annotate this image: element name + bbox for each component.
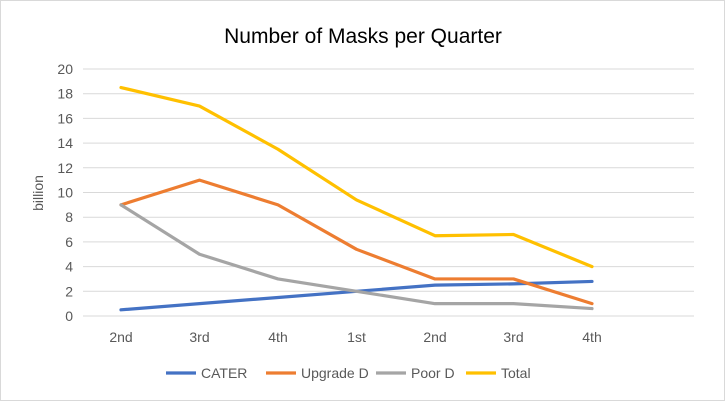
- x-tick-label: 3rd: [189, 329, 209, 345]
- y-tick-label: 8: [65, 209, 73, 225]
- series-line-total: [121, 88, 592, 267]
- y-tick-label: 20: [57, 61, 73, 77]
- y-tick-label: 16: [57, 110, 73, 126]
- y-tick-label: 0: [65, 308, 73, 324]
- x-tick-label: 1st: [347, 329, 366, 345]
- x-tick-label: 2nd: [109, 329, 132, 345]
- y-tick-label: 4: [65, 259, 73, 275]
- x-tick-label: 4th: [582, 329, 601, 345]
- legend-label: Upgrade D: [301, 365, 369, 381]
- y-tick-label: 6: [65, 234, 73, 250]
- x-tick-label: 3rd: [503, 329, 523, 345]
- y-tick-label: 10: [57, 185, 73, 201]
- chart-title: Number of Masks per Quarter: [224, 25, 502, 48]
- legend-item: Upgrade D: [266, 365, 369, 381]
- x-tick-label: 4th: [268, 329, 287, 345]
- legend-label: CATER: [201, 365, 247, 381]
- y-tick-label: 2: [65, 283, 73, 299]
- series-line-poor-d: [121, 205, 592, 309]
- y-tick-label: 12: [57, 160, 73, 176]
- legend-item: Poor D: [376, 365, 455, 381]
- legend-item: Total: [466, 365, 531, 381]
- y-tick-label: 18: [57, 86, 73, 102]
- legend-label: Poor D: [411, 365, 455, 381]
- legend-item: CATER: [166, 365, 247, 381]
- y-tick-label: 14: [57, 135, 73, 151]
- x-tick-label: 2nd: [423, 329, 446, 345]
- legend-label: Total: [501, 365, 531, 381]
- y-axis-label: billion: [30, 175, 46, 211]
